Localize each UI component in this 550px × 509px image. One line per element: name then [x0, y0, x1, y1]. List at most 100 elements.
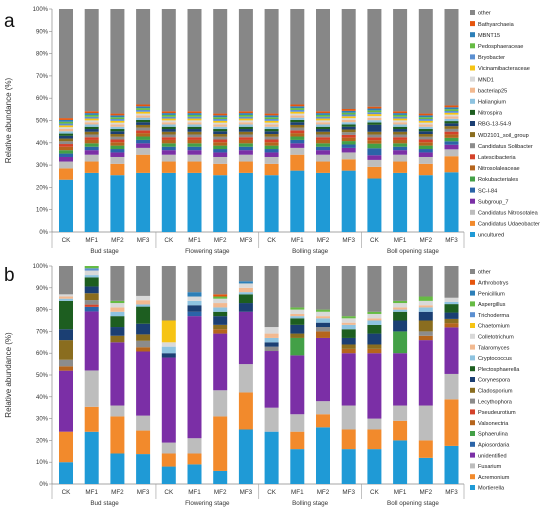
bar-segment	[264, 9, 279, 114]
bar-segment	[264, 122, 279, 125]
bar-segment	[136, 430, 151, 455]
bar-segment	[341, 329, 356, 338]
legend-label: Nitrospira	[478, 111, 503, 117]
bar-segment	[290, 170, 305, 232]
bar-segment	[367, 148, 382, 156]
x-tick-label: MF1	[188, 237, 201, 244]
bar-segment	[341, 137, 356, 142]
y-tick-label: 100%	[33, 264, 49, 270]
x-tick-label: CK	[370, 237, 380, 244]
bar-segment	[393, 116, 408, 119]
bar-segment	[393, 154, 408, 162]
y-tick-label: 80%	[36, 308, 49, 314]
legend-label: Mortierella	[478, 486, 505, 492]
legend-swatch	[470, 98, 475, 104]
bar-segment	[213, 142, 228, 146]
bar-segment	[238, 124, 253, 127]
bar-segment	[316, 126, 330, 130]
x-tick-label: MF1	[394, 489, 407, 496]
bar-segment	[161, 161, 176, 173]
bar-segment	[59, 156, 73, 162]
bar-segment	[418, 126, 433, 130]
bar-segment	[444, 9, 459, 106]
legend-swatch	[470, 312, 475, 318]
bar-segment	[161, 150, 176, 155]
bar-segment	[59, 146, 73, 151]
bar-segment	[418, 300, 433, 306]
bar-segment	[418, 139, 433, 143]
bar-segment	[110, 115, 125, 118]
bar-segment	[444, 327, 459, 374]
bar-segment	[393, 113, 408, 115]
bar-segment	[84, 9, 99, 112]
legend-swatch	[470, 209, 475, 215]
y-tick-label: 40%	[36, 141, 49, 147]
bar-segment	[367, 124, 382, 132]
bar-segment	[136, 136, 151, 140]
x-tick-label: CK	[62, 489, 72, 496]
bar-segment	[110, 311, 125, 317]
bar-segment	[316, 327, 330, 332]
bar-segment	[367, 344, 382, 349]
bar-segment	[238, 392, 253, 430]
bar-segment	[59, 294, 73, 297]
y-tick-label: 80%	[36, 52, 49, 58]
bar-segment	[110, 163, 125, 176]
bar-segment	[444, 112, 459, 115]
group-label: Bud stage	[90, 248, 119, 255]
bar-segment	[161, 342, 176, 347]
bar-segment	[187, 9, 202, 112]
bar-segment	[393, 161, 408, 173]
bar-segment	[418, 335, 433, 341]
bar-segment	[264, 351, 279, 408]
x-tick-label: MF3	[445, 489, 458, 496]
bar-segment	[444, 318, 459, 324]
bar-segment	[59, 153, 73, 157]
bar-segment	[59, 366, 73, 371]
bar-segment	[316, 113, 330, 115]
bar-segment	[136, 147, 151, 155]
bar-segment	[418, 156, 433, 164]
legend-label: Haliangium	[478, 100, 506, 106]
bar-segment	[59, 462, 73, 484]
y-tick-label: 90%	[36, 286, 49, 292]
bar-segment	[444, 156, 459, 173]
bar-segment	[418, 134, 433, 137]
x-tick-label: MF2	[317, 489, 330, 496]
bar-segment	[136, 143, 151, 148]
bar-segment	[367, 114, 382, 116]
bar-segment	[444, 126, 459, 129]
bar-segment	[213, 152, 228, 157]
bar-segment	[418, 120, 433, 123]
legend-label: Candidatus Udaeobacter	[478, 222, 540, 228]
bar-segment	[264, 119, 279, 121]
legend-swatch	[470, 76, 475, 82]
bar-segment	[264, 129, 279, 132]
bar-segment	[213, 296, 228, 299]
bar-segment	[367, 108, 382, 111]
bar-segment	[110, 307, 125, 312]
bar-segment	[444, 110, 459, 113]
bar-segment	[110, 335, 125, 343]
bar-segment	[59, 123, 73, 126]
bar-segment	[136, 108, 151, 110]
bar-segment	[84, 304, 99, 307]
bar-segment	[393, 124, 408, 127]
legend-label: Trichoderma	[478, 313, 510, 319]
legend-swatch	[470, 323, 475, 328]
bar-segment	[367, 429, 382, 450]
bar-segment	[187, 116, 202, 119]
y-tick-label: 10%	[36, 208, 49, 214]
bar-segment	[444, 128, 459, 132]
bar-segment	[136, 109, 151, 112]
bar-segment	[393, 353, 408, 406]
bar-segment	[136, 106, 151, 109]
bar-segment	[418, 305, 433, 308]
bar-segment	[316, 118, 330, 121]
bar-segment	[136, 9, 151, 105]
bar-segment	[161, 120, 176, 123]
legend-swatch	[470, 290, 475, 296]
bar-segment	[316, 9, 330, 112]
legend-label: Pseudeurotium	[478, 410, 516, 416]
legend-label: other	[478, 270, 491, 276]
